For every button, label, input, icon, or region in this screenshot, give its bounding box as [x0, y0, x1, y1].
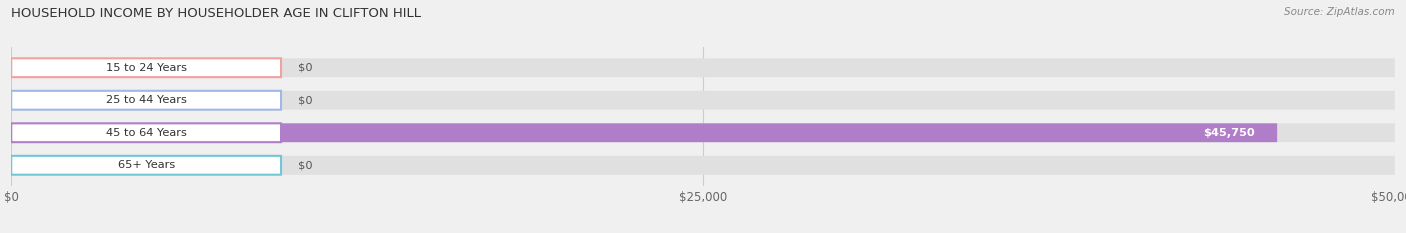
FancyBboxPatch shape	[11, 91, 281, 110]
Text: 15 to 24 Years: 15 to 24 Years	[105, 63, 187, 73]
Text: $0: $0	[298, 95, 312, 105]
FancyBboxPatch shape	[11, 123, 1277, 142]
FancyBboxPatch shape	[11, 91, 1395, 110]
FancyBboxPatch shape	[11, 123, 281, 142]
Text: $45,750: $45,750	[1204, 128, 1256, 138]
FancyBboxPatch shape	[11, 156, 1395, 175]
Text: HOUSEHOLD INCOME BY HOUSEHOLDER AGE IN CLIFTON HILL: HOUSEHOLD INCOME BY HOUSEHOLDER AGE IN C…	[11, 7, 422, 20]
FancyBboxPatch shape	[11, 58, 1395, 77]
Text: 25 to 44 Years: 25 to 44 Years	[105, 95, 187, 105]
Text: $0: $0	[298, 160, 312, 170]
FancyBboxPatch shape	[11, 123, 1395, 142]
Text: $0: $0	[298, 63, 312, 73]
Text: 45 to 64 Years: 45 to 64 Years	[105, 128, 187, 138]
FancyBboxPatch shape	[11, 156, 281, 175]
Text: Source: ZipAtlas.com: Source: ZipAtlas.com	[1284, 7, 1395, 17]
FancyBboxPatch shape	[11, 58, 281, 77]
Text: 65+ Years: 65+ Years	[118, 160, 174, 170]
